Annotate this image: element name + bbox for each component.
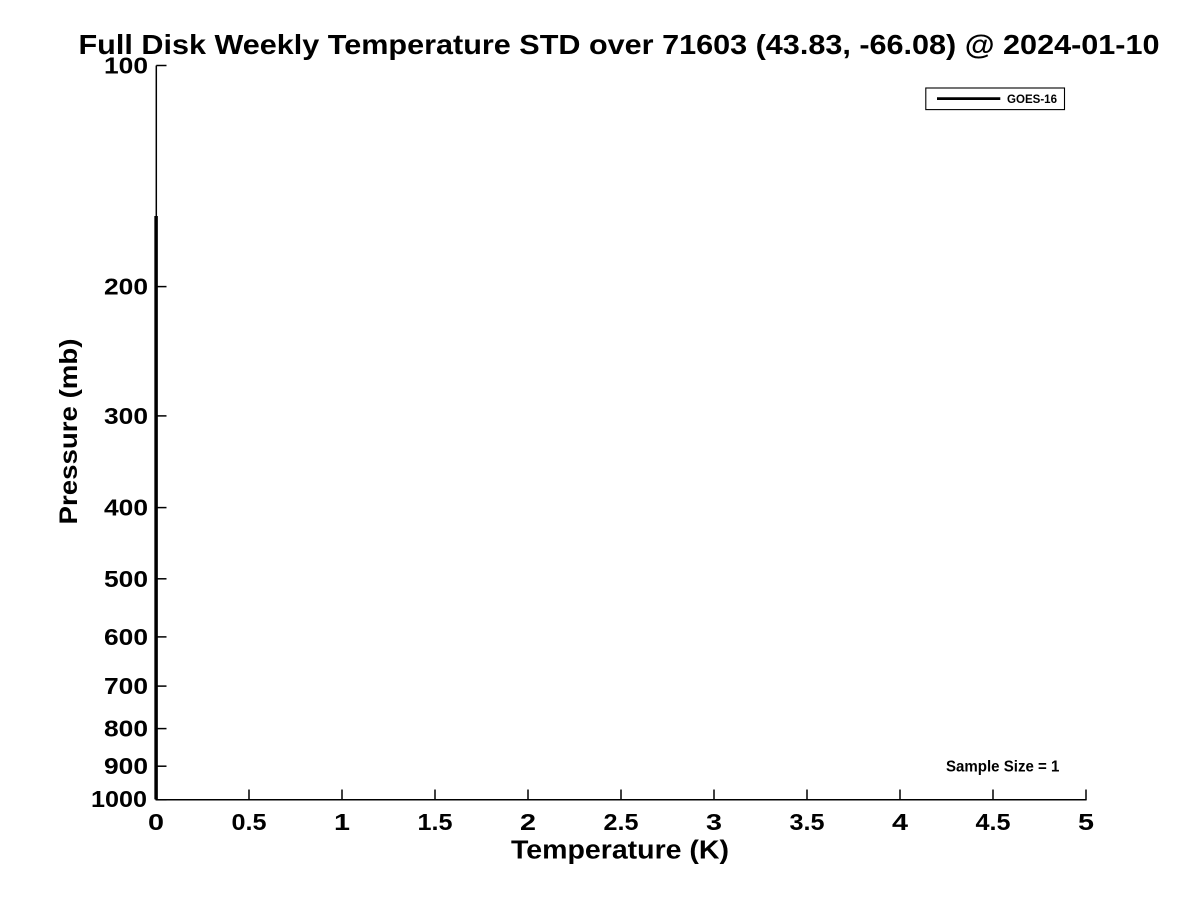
svg-text:200: 200	[104, 274, 148, 300]
svg-text:0: 0	[148, 809, 164, 835]
svg-text:1: 1	[334, 809, 350, 835]
svg-text:600: 600	[104, 624, 148, 650]
svg-text:2.5: 2.5	[604, 809, 639, 835]
svg-text:5: 5	[1078, 809, 1094, 835]
svg-text:4.5: 4.5	[976, 809, 1011, 835]
svg-text:100: 100	[104, 53, 148, 79]
svg-text:1000: 1000	[91, 786, 147, 812]
svg-text:800: 800	[104, 716, 148, 742]
svg-text:4: 4	[892, 809, 908, 835]
svg-text:400: 400	[104, 495, 148, 521]
svg-text:700: 700	[104, 673, 148, 699]
svg-text:500: 500	[104, 566, 148, 592]
svg-text:GOES-16: GOES-16	[1007, 92, 1057, 106]
svg-text:Temperature (K): Temperature (K)	[511, 837, 729, 865]
svg-text:2: 2	[520, 809, 536, 835]
svg-text:Full Disk Weekly Temperature S: Full Disk Weekly Temperature STD over 71…	[79, 29, 1160, 60]
svg-text:900: 900	[104, 753, 148, 779]
svg-text:Pressure (mb): Pressure (mb)	[55, 339, 83, 525]
svg-text:0.5: 0.5	[232, 809, 267, 835]
svg-text:3.5: 3.5	[790, 809, 825, 835]
svg-text:1.5: 1.5	[418, 809, 453, 835]
svg-text:3: 3	[706, 809, 722, 835]
svg-text:Sample Size = 1: Sample Size = 1	[946, 758, 1060, 775]
svg-text:300: 300	[104, 403, 148, 429]
